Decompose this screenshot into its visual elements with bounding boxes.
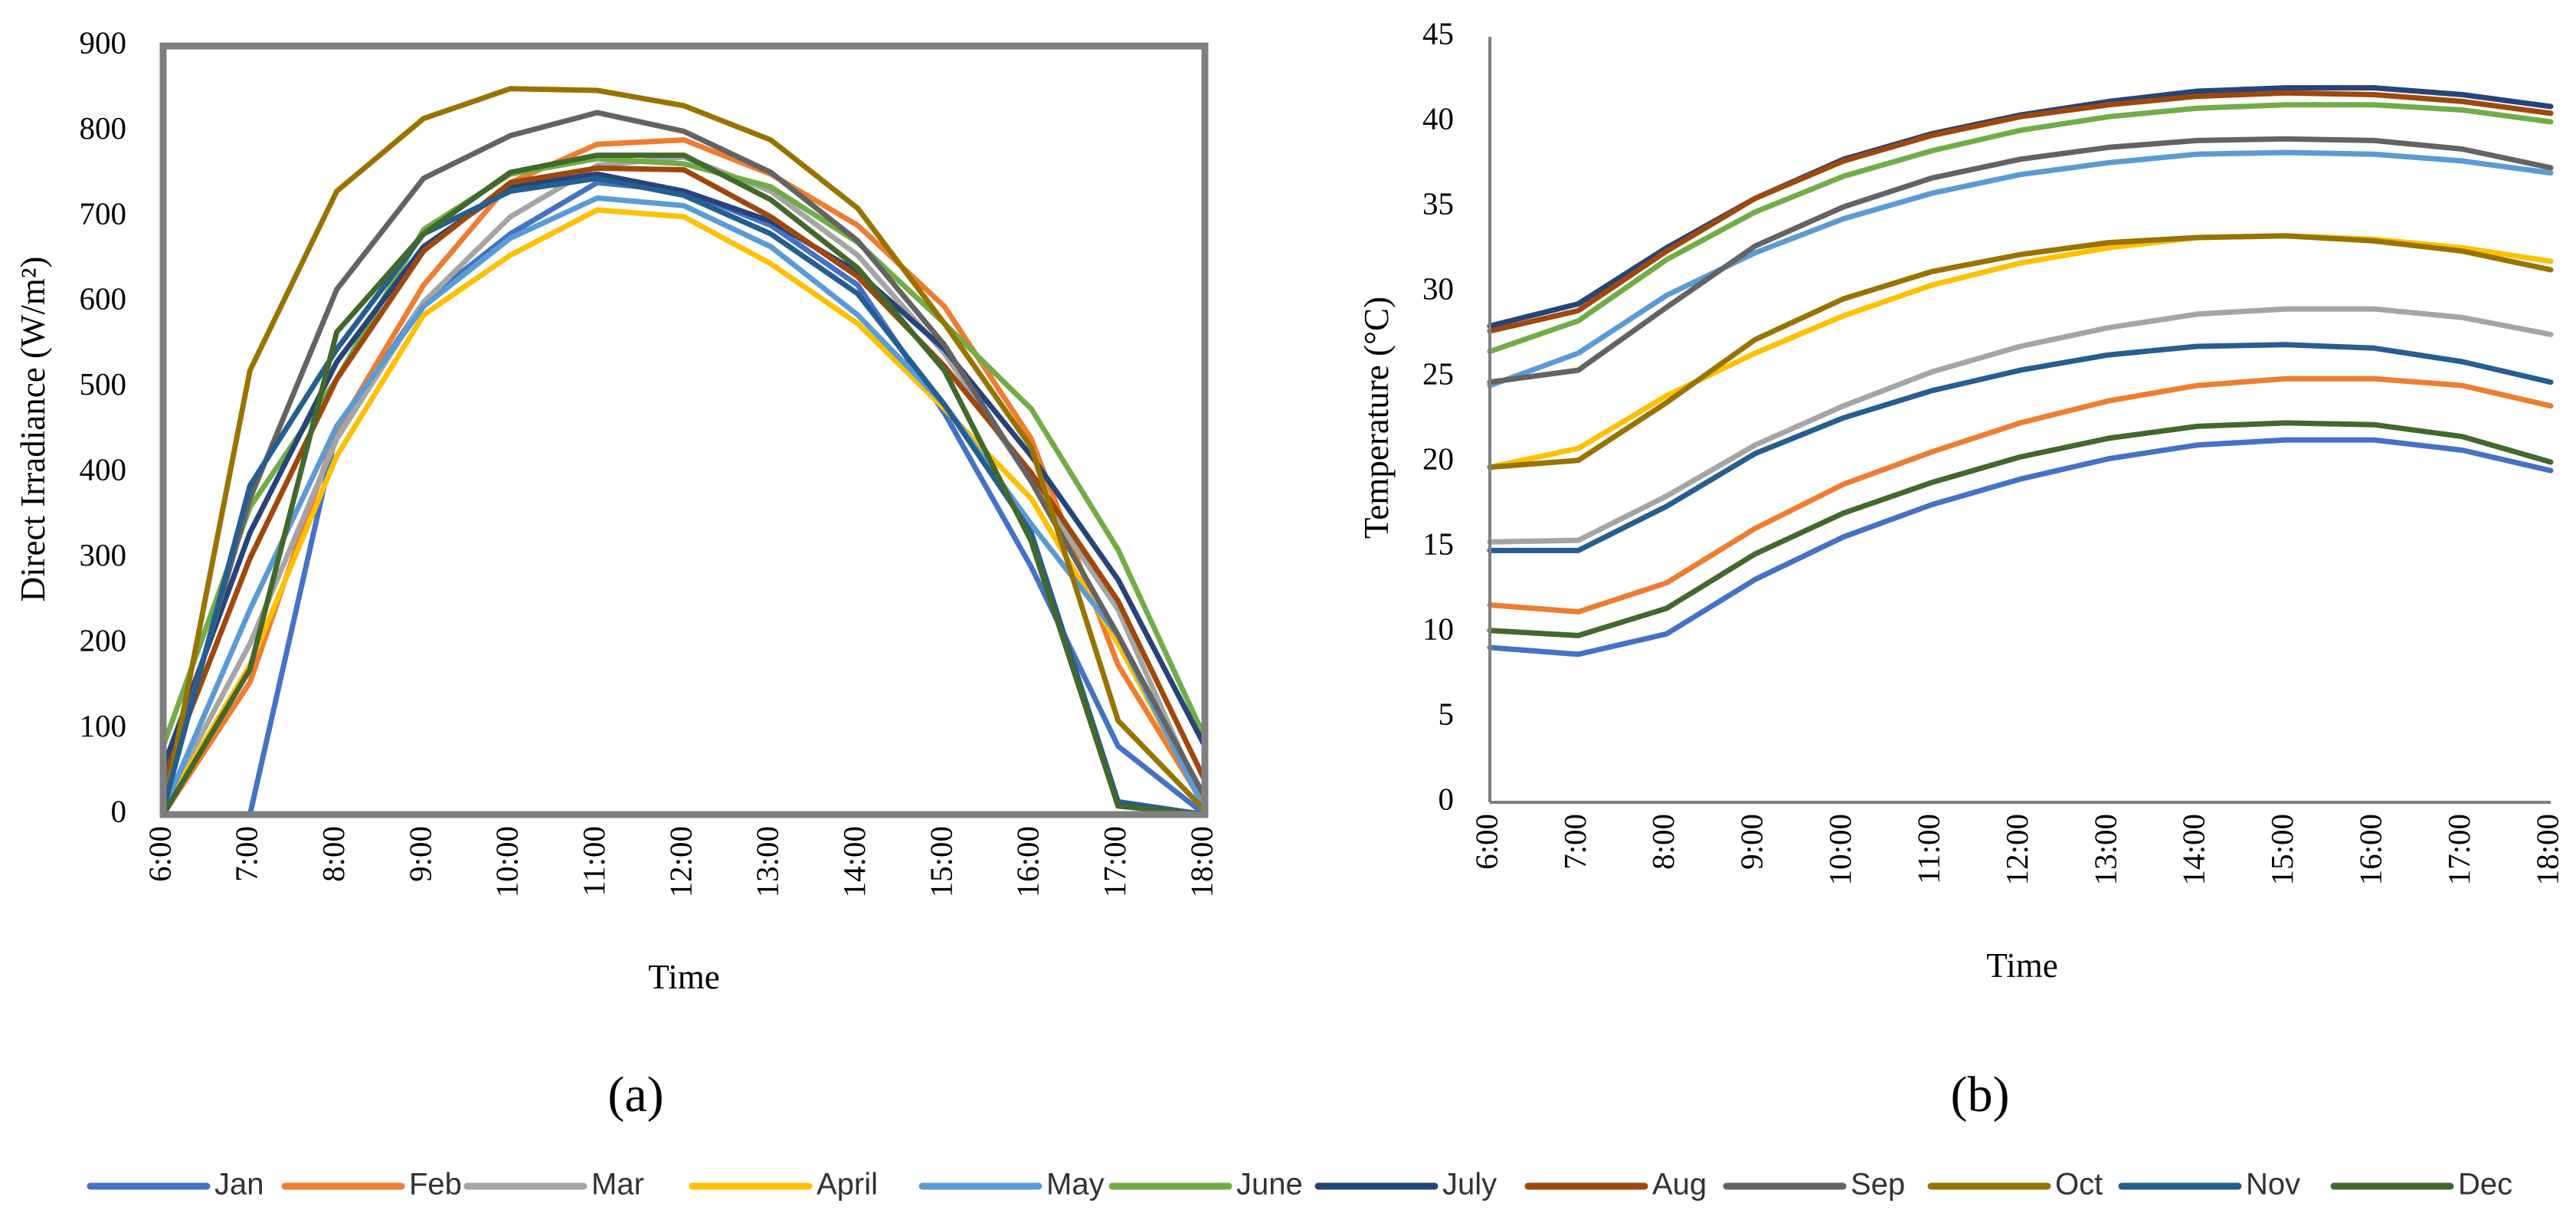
panel-b-series-line-jan xyxy=(1487,437,2554,657)
panel-a-x-tick-label: 15:00 xyxy=(923,826,958,897)
panel-b-x-tick-label: 16:00 xyxy=(2353,814,2388,885)
panel-b-x-tick-label: 7:00 xyxy=(1557,814,1592,870)
panel-a-y-tick-label: 800 xyxy=(80,110,127,146)
panel-a-series-line-april xyxy=(160,207,1208,813)
panel-b-y-tick-label: 0 xyxy=(1439,781,1455,816)
panel-a-series-line-sep xyxy=(160,110,1208,801)
panel-b-y-axis-title: Temperature (°C) xyxy=(1357,297,1396,539)
panel-b-x-tick-label: 8:00 xyxy=(1645,814,1681,870)
panel-b-y-tick-label: 20 xyxy=(1422,441,1454,476)
panel-b-y-tick-label: 30 xyxy=(1422,271,1454,306)
panel-b-x-tick-label: 9:00 xyxy=(1734,814,1769,870)
panel-b-x-axis-title: Time xyxy=(1986,946,2057,985)
panel-b-y-tick-label: 5 xyxy=(1439,696,1455,731)
panel-b-y-tick-label: 40 xyxy=(1422,100,1454,136)
panel-b-x-tick-label: 6:00 xyxy=(1468,814,1504,870)
panel-b-series-line-oct xyxy=(1487,233,2554,471)
panel-a-x-tick-label: 14:00 xyxy=(836,826,872,897)
panel-a-x-tick-label: 9:00 xyxy=(402,826,437,882)
panel-b-series-line-july xyxy=(1487,85,2554,329)
panel-a-series-line-nov xyxy=(160,175,1208,818)
panel-a-plot-frame xyxy=(159,42,1209,818)
panel-b-series-line-dec xyxy=(1487,420,2554,638)
panel-a-series-line-june xyxy=(160,156,1208,749)
panel-a-y-axis-title: Direct Irradiance (W/m²) xyxy=(14,257,52,602)
panel-b-series-line-nov xyxy=(1487,342,2554,553)
panel-b-y-tick-label: 10 xyxy=(1422,611,1454,646)
panel-b-temperature-chart: 0 5 10 15 20 25 30 35 40 45 6:00 7:00 8:00 9:00 10:00 1… xyxy=(1357,15,2565,1123)
panel-b-series-line-aug xyxy=(1487,90,2554,334)
legend-label-feb: Feb xyxy=(409,1168,462,1202)
panel-b-series-line-mar xyxy=(1487,306,2554,545)
panel-a-y-tick-label: 500 xyxy=(80,366,127,402)
panel-a-series-line-aug xyxy=(160,165,1208,783)
panel-b-series-line-sep xyxy=(1487,136,2554,385)
panel-a-y-tick-label: 700 xyxy=(80,195,127,231)
panel-b-label: (b) xyxy=(1951,1067,2010,1123)
panel-a-label: (a) xyxy=(607,1067,663,1123)
panel-a-x-axis-title: Time xyxy=(648,958,719,996)
panel-a-x-tick-label: 6:00 xyxy=(142,826,177,882)
legend-label-dec: Dec xyxy=(2458,1168,2512,1202)
legend-label-aug: Aug xyxy=(1652,1168,1707,1202)
panel-a-y-tick-label: 400 xyxy=(80,452,127,487)
panel-a-y-tick-label: 600 xyxy=(80,281,127,316)
panel-b-y-tick-label: 15 xyxy=(1422,526,1454,561)
panel-a-series-line-may xyxy=(160,195,1208,813)
panel-b-y-tick-label: 35 xyxy=(1422,185,1454,221)
panel-a-x-tick-label: 12:00 xyxy=(663,826,698,897)
panel-b-series-line-june xyxy=(1487,102,2554,355)
panel-a-x-tick-label: 7:00 xyxy=(229,826,264,882)
panel-a-x-tick-label: 18:00 xyxy=(1183,826,1219,897)
panel-b-x-tick-label: 14:00 xyxy=(2176,814,2211,885)
panel-b-x-tick-label: 17:00 xyxy=(2441,814,2476,885)
legend-label-june: June xyxy=(1236,1168,1303,1202)
panel-a-irradiance-chart: 0 100 200 300 400 500 600 700 800 900 6:00 7:00 8:00… xyxy=(14,25,1219,1123)
legend: Jan Feb Mar April May June July Aug Sep Oct Nov Dec xyxy=(87,1168,2512,1202)
panel-b-x-tick-label: 15:00 xyxy=(2264,814,2299,885)
panel-b-x-tick-label: 18:00 xyxy=(2529,814,2565,885)
panel-a-series-line-dec xyxy=(160,152,1208,818)
panel-a-x-tick-label: 10:00 xyxy=(489,826,525,897)
panel-b-x-tick-label: 12:00 xyxy=(1999,814,2034,885)
legend-label-july: July xyxy=(1442,1168,1497,1202)
legend-label-oct: Oct xyxy=(2055,1168,2103,1202)
panel-b-x-tick-label: 11:00 xyxy=(1910,814,1946,884)
panel-a-y-tick-label: 900 xyxy=(80,25,127,60)
panel-b-series-line-feb xyxy=(1487,375,2554,615)
panel-b-x-tick-label: 10:00 xyxy=(1822,814,1858,885)
panel-a-series-line-july xyxy=(160,171,1208,771)
panel-a-y-tick-label: 300 xyxy=(80,537,127,572)
panel-a-x-tick-label: 17:00 xyxy=(1097,826,1132,897)
panel-a-y-tick-label: 100 xyxy=(80,708,127,743)
panel-b-series-line-may xyxy=(1487,149,2554,389)
panel-a-x-tick-label: 16:00 xyxy=(1010,826,1046,897)
legend-label-jan: Jan xyxy=(214,1168,264,1202)
legend-label-nov: Nov xyxy=(2246,1168,2300,1202)
panel-a-y-tick-label: 0 xyxy=(111,793,127,828)
panel-a-y-tick-label: 200 xyxy=(80,623,127,658)
legend-label-sep: Sep xyxy=(1851,1168,1905,1202)
legend-label-may: May xyxy=(1046,1168,1105,1202)
panel-b-y-tick-label: 45 xyxy=(1422,15,1454,51)
panel-b-x-tick-label: 13:00 xyxy=(2087,814,2123,885)
panel-a-series-line-oct xyxy=(160,86,1208,818)
panel-b-y-tick-label: 25 xyxy=(1422,356,1454,391)
legend-label-april: April xyxy=(817,1168,878,1202)
panel-a-x-tick-label: 8:00 xyxy=(316,826,351,882)
panel-a-x-tick-label: 11:00 xyxy=(576,826,611,897)
legend-label-mar: Mar xyxy=(591,1168,644,1202)
panel-a-x-tick-label: 13:00 xyxy=(750,826,785,897)
